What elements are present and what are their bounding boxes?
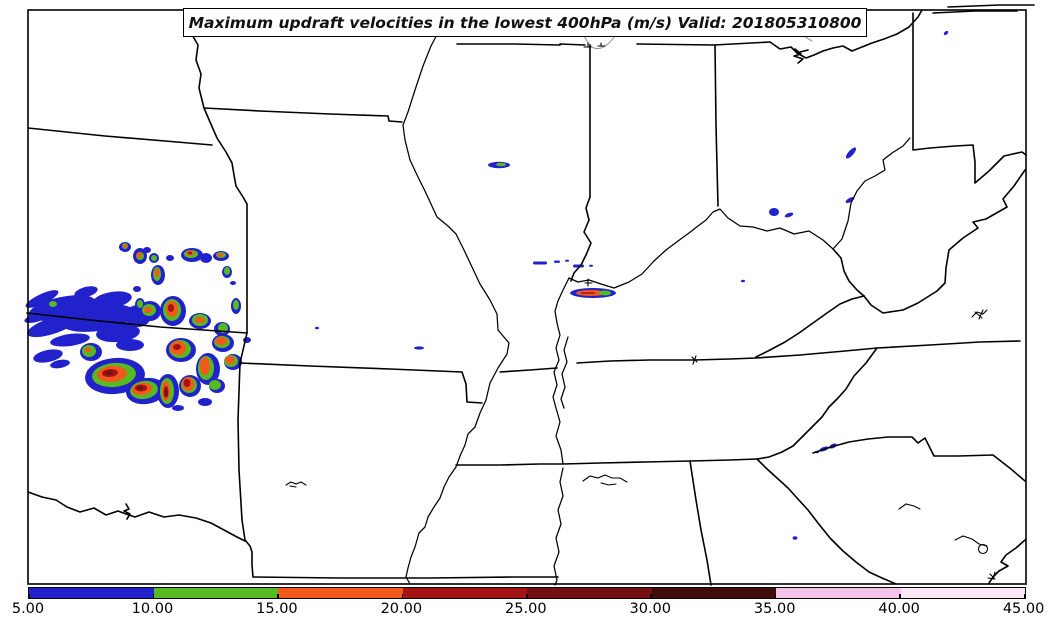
tennessee-southern-border [455, 458, 758, 466]
colorbar-tick [28, 594, 30, 599]
colorbar-tick [277, 594, 279, 599]
northcarolina-southcarolina-border [812, 436, 1026, 482]
colorbar-tick [1023, 594, 1026, 599]
colorbar-segment [402, 588, 527, 598]
plot-title: Maximum updraft velocities in the lowest… [183, 8, 867, 37]
colorbar [28, 587, 1026, 599]
southcarolina-coast [988, 539, 1026, 584]
confluence-cross-mark [584, 278, 593, 287]
colorbar-tick-label: 35.00 [753, 601, 796, 617]
colorbar-tick-label: 20.00 [380, 601, 423, 617]
oklahoma-missouri-arkansas-borders [237, 332, 559, 579]
ohio-pennsylvania-maryland-borders [912, 12, 1027, 184]
colorbar-tick [152, 594, 155, 599]
colorbar-tick-labels: 5.00 10.00 15.00 20.00 25.00 30.00 35.00 40.00 4… [12, 601, 1045, 621]
north-mississippi-lakes [582, 474, 628, 486]
illinois-wisconsin-michigan-borders [456, 41, 771, 46]
storm-bin-20-25 [102, 251, 192, 398]
bigsandy-kentucky-westvirginia [832, 248, 865, 297]
georgia-southcarolina-border [756, 458, 897, 585]
kentucky-tennessee-lake-mark [689, 355, 699, 365]
illinois-indiana-border-wabash [570, 44, 592, 282]
lake-erie-north-lines [932, 4, 1035, 14]
storm-cluster-kansas-oklahoma [24, 242, 251, 411]
rivers [402, 9, 911, 586]
colorbar-segment [651, 588, 776, 598]
kansas-oklahoma-border [26, 312, 248, 334]
colorbar-tick-label: 25.00 [505, 601, 547, 617]
colorbar-tick-label: 30.00 [629, 601, 672, 617]
virginia-kentucky-border [755, 295, 865, 358]
state-borders [26, 4, 1035, 586]
colorbar-tick-label: 10.00 [131, 601, 174, 617]
colorbar-segment [153, 588, 278, 598]
red-river-texas-oklahoma [27, 491, 246, 542]
colorbar-tick [774, 594, 777, 599]
colorbar-tick [899, 594, 901, 599]
colorbar-segment [527, 588, 652, 598]
colorbar-tick-label: 5.00 [11, 601, 45, 617]
colorbar-tick-label: 45.00 [1002, 601, 1045, 617]
virginia-lake-mark [971, 309, 988, 320]
colorbar-segment [29, 588, 154, 598]
echoes-southern-illinois [533, 259, 593, 268]
echo-confluence-cell [570, 288, 616, 298]
lake-moultrie-ring [977, 543, 989, 555]
colorbar-tick [401, 594, 404, 599]
colorbar-tick-label: 40.00 [878, 601, 920, 617]
westvirginia-virginia-border [863, 169, 1026, 314]
colorbar-tick [650, 594, 653, 599]
charleston-harbor-marks [987, 571, 996, 580]
colorbar-segment [900, 588, 1025, 598]
isolated-echoes [315, 30, 949, 540]
mississippi-alabama-border [689, 460, 712, 586]
colorbar-tick [526, 594, 528, 599]
mississippi-river [402, 9, 510, 585]
indiana-ohio-border [714, 44, 719, 207]
yazoo-river [553, 467, 564, 586]
missouri-river-border [189, 9, 403, 334]
kentucky-tennessee-border [499, 340, 1021, 373]
storm-bin-25-30 [105, 371, 168, 397]
lake-erie-south-shore [769, 9, 923, 64]
arkansas-lake [285, 481, 307, 488]
tennessee-river-kentucky-lake [552, 277, 570, 465]
small-lakes-and-marks [285, 42, 996, 580]
storm-bin-15-20 [85, 244, 235, 401]
nebraska-kansas-border [27, 127, 213, 146]
map-frame [27, 9, 1027, 585]
tennessee-northcarolina-border [756, 347, 878, 460]
colorbar-segment [776, 588, 901, 598]
ohio-river [568, 137, 911, 289]
colorbar-segment [278, 588, 403, 598]
lake-michigan-base-marks [583, 42, 606, 48]
colorbar-tick-label: 15.00 [256, 601, 298, 617]
southcarolina-lake-marion [898, 503, 921, 510]
